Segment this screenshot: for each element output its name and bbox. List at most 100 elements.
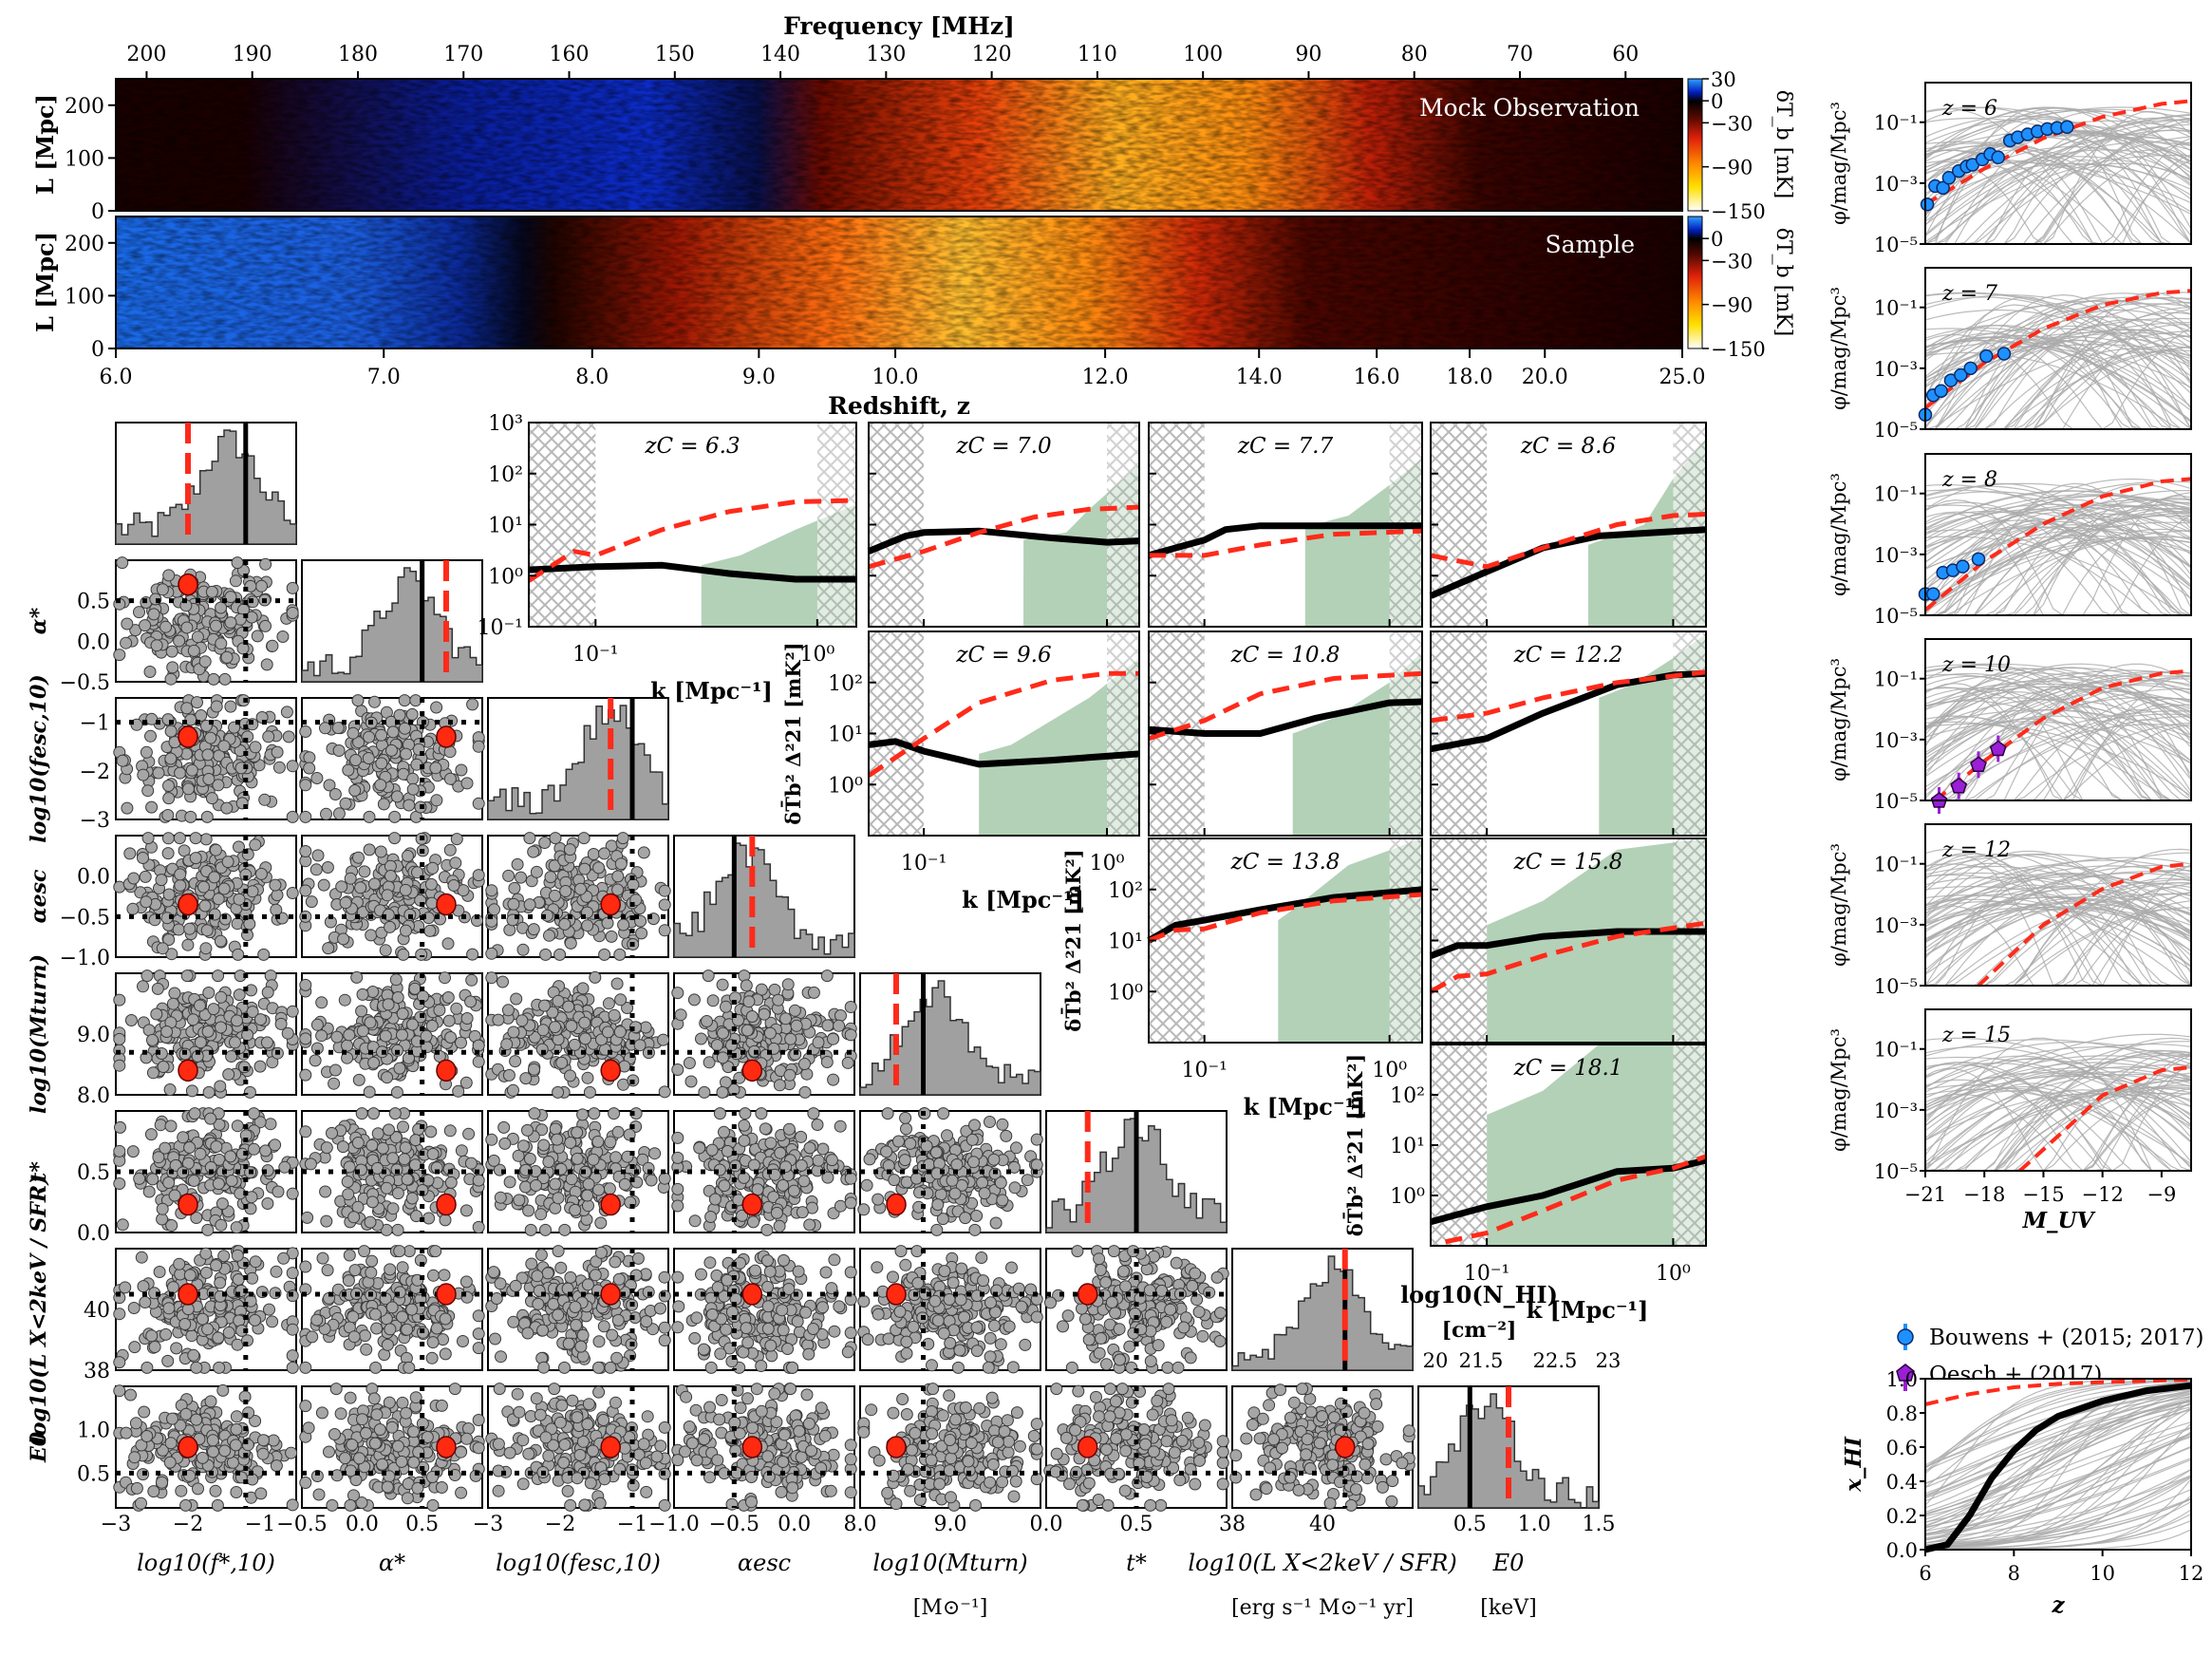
scatter-point [1105,1296,1118,1308]
scatter-point [522,1447,535,1460]
scatter-point [139,619,152,632]
scatter-point [614,857,628,871]
scatter-point [352,851,365,864]
sample-marker [886,1283,907,1306]
scatter-point [347,1211,361,1224]
scatter-point [286,1267,299,1280]
scatter-point [405,1303,419,1316]
scatter-point [160,1026,174,1038]
scatter-point [374,779,387,792]
scatter-point [613,948,627,961]
scatter-point [396,1261,409,1274]
scatter-point [381,1480,394,1494]
scatter-point [888,1174,901,1187]
scatter-point [802,1347,815,1361]
scatter-point [205,585,218,598]
scatter-point [152,1151,165,1164]
scatter-point [613,1026,627,1039]
scatter-point [368,695,381,708]
scatter-point [978,1187,991,1200]
scatter-point [872,1308,885,1321]
scatter-point [705,1143,719,1157]
scatter-point [1161,1361,1174,1374]
scatter-point [497,975,509,988]
scatter-point [155,874,168,887]
scatter-point [1114,1353,1126,1366]
scatter-point [455,1445,467,1458]
scatter-point [654,1302,666,1315]
scatter-point [899,1258,912,1271]
scatter-point [559,885,572,897]
scatter-point [671,1131,684,1144]
scatter-point [199,1266,213,1279]
scatter-point [774,1146,787,1159]
scatter-point [231,556,244,570]
scatter-point [807,1323,820,1335]
scatter-point [549,1177,562,1191]
scatter-point [198,899,212,913]
scatter-point [472,1220,485,1233]
scatter-point [658,884,671,897]
scatter-panel [113,694,299,823]
scatter-point [146,1173,159,1186]
scatter-point [609,1255,622,1269]
histogram-panel [115,422,297,545]
scatter-point [249,838,262,852]
scatter-panel [671,1107,857,1236]
scatter-point [1144,1355,1157,1367]
sample-marker [436,893,457,916]
redshift-tick-label: 18.0 [1447,366,1493,389]
scatter-point [233,840,245,854]
scatter-point [156,583,169,596]
scatter-point [381,1338,394,1351]
scatter-point [254,1013,267,1026]
scatter-point [430,1322,443,1335]
scatter-point [548,859,561,873]
scatter-point [740,1322,753,1335]
scatter-point [396,1007,409,1021]
freq-tick-label: 60 [1612,43,1639,66]
scatter-point [455,763,468,777]
scatter-point [713,1107,726,1120]
scatter-point [243,1085,256,1099]
scatter-point [509,1055,522,1068]
sample-marker [178,893,198,916]
sample-marker [178,1283,198,1306]
scatter-point [524,1223,537,1236]
scatter-point [199,942,213,955]
scatter-point [255,579,268,593]
scatter-point [592,861,606,875]
scatter-point [857,1203,871,1216]
scatter-point [285,1446,298,1459]
scatter-point [286,1005,299,1018]
scatter-point [264,1118,277,1131]
scatter-point [415,948,428,961]
sample-ylabel: L [Mpc] [31,232,59,332]
scatter-point [740,1024,754,1037]
scatter-point [558,917,572,931]
scatter-point [576,982,590,995]
scatter-point [352,736,366,749]
histogram-bars [115,429,297,545]
scatter-point [343,1028,356,1042]
sample-marker [436,1059,457,1082]
scatter-point [218,672,232,686]
scatter-point [472,740,485,753]
scatter-point [368,877,381,891]
scatter-point [931,1314,945,1327]
scatter-point [207,672,220,686]
scatter-point [299,725,312,738]
scatter-point [609,1151,623,1164]
scatter-point [281,1026,294,1040]
scatter-point [611,883,625,896]
mock-observation-texture [116,79,1682,211]
scatter-point [201,1025,215,1038]
scatter-point [576,1108,590,1121]
scatter-point [214,934,227,948]
scatter-point [558,1361,571,1374]
scatter-point [177,1131,190,1144]
scatter-point [984,1350,997,1364]
scatter-point [170,1342,183,1355]
scatter-point [391,1223,404,1236]
